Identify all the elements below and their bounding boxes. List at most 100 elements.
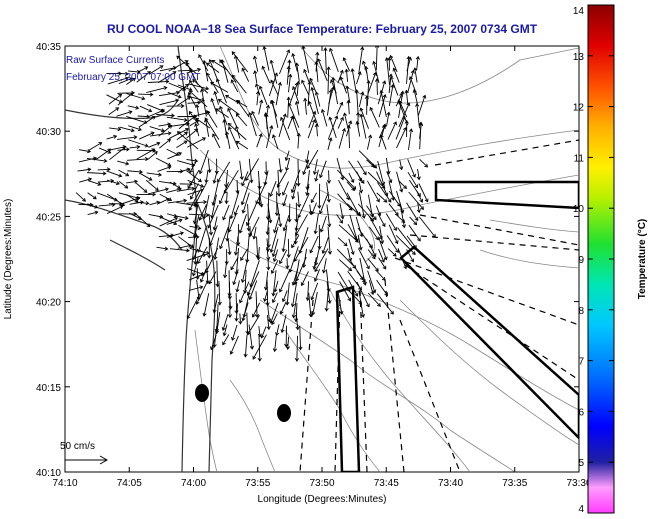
current-vector-head xyxy=(273,288,278,293)
current-vector-head xyxy=(359,107,364,112)
current-vector xyxy=(178,168,190,173)
colorbar-label: Temperature (°C) xyxy=(637,219,648,300)
current-vector-head xyxy=(291,52,296,57)
current-vector xyxy=(301,271,309,286)
current-vector xyxy=(336,157,344,180)
current-vector-head xyxy=(373,164,378,169)
current-vector-head xyxy=(328,116,333,121)
current-vector xyxy=(325,269,330,292)
current-vector xyxy=(366,159,375,168)
current-vector-head xyxy=(222,118,227,123)
current-vector-head xyxy=(199,285,204,290)
current-vector xyxy=(228,213,237,233)
current-vector xyxy=(406,202,419,221)
current-vector-head xyxy=(266,326,271,331)
current-vector xyxy=(270,60,278,84)
current-vector xyxy=(210,334,217,350)
colorbar-tick-label: 12 xyxy=(573,103,585,114)
overlay-time: February 25, 2007 07:00 GMT xyxy=(66,72,201,83)
current-vector-head xyxy=(270,99,275,104)
current-vector-head xyxy=(197,260,201,265)
current-vector-head xyxy=(212,309,217,314)
current-vector-head xyxy=(87,167,92,172)
current-vector-head xyxy=(185,61,190,66)
current-vector xyxy=(203,60,209,82)
current-vector xyxy=(338,128,346,149)
current-vector xyxy=(337,117,344,129)
current-vector-head xyxy=(366,265,370,270)
current-vector-head xyxy=(217,301,222,306)
current-vector xyxy=(357,160,367,175)
current-vector xyxy=(216,78,227,104)
current-vector-head xyxy=(224,200,229,205)
current-vector-head xyxy=(235,288,240,293)
current-vector-head xyxy=(210,81,215,86)
current-vector xyxy=(213,170,218,184)
current-vector xyxy=(166,148,179,156)
current-vector xyxy=(231,79,239,93)
current-vector xyxy=(189,225,201,230)
current-vector-head xyxy=(278,223,283,228)
current-vector-head xyxy=(281,191,286,196)
colorbar-tick-label: 4 xyxy=(578,504,584,515)
current-vector xyxy=(225,192,228,204)
current-vector-head xyxy=(291,195,296,200)
current-vector-head xyxy=(137,127,142,132)
current-vector-head xyxy=(241,182,246,187)
x-tick-label: 74:05 xyxy=(117,478,142,489)
current-vector-head xyxy=(124,184,129,189)
current-vector xyxy=(357,234,362,250)
current-vector xyxy=(117,148,130,151)
current-vector-head xyxy=(238,229,243,234)
current-vector xyxy=(239,313,241,324)
current-vector-head xyxy=(192,78,197,83)
current-vector-head xyxy=(103,158,108,163)
current-vector-head xyxy=(321,250,326,255)
current-vector xyxy=(217,161,231,183)
current-vector xyxy=(277,170,280,196)
current-vector xyxy=(288,74,292,93)
current-vector xyxy=(188,273,205,281)
current-vector-head xyxy=(397,99,402,104)
current-vector-head xyxy=(358,286,362,291)
current-vector-head xyxy=(212,179,217,184)
current-vector xyxy=(340,76,348,94)
current-vector xyxy=(397,227,415,250)
current-vector-head xyxy=(360,179,365,184)
current-vector-head xyxy=(404,89,409,94)
current-vector xyxy=(223,170,239,194)
current-vector xyxy=(159,67,177,72)
current-vector xyxy=(256,236,259,259)
current-vector-head xyxy=(395,249,399,254)
current-vector-head xyxy=(291,115,296,120)
current-vector xyxy=(270,302,279,324)
current-vector-head xyxy=(360,313,366,318)
current-vector-head xyxy=(305,192,310,197)
current-vector xyxy=(296,101,300,116)
current-vector xyxy=(97,168,110,171)
x-tick-label: 74:10 xyxy=(52,478,77,489)
current-vector xyxy=(386,112,390,127)
current-vector xyxy=(241,68,250,82)
current-vector-head xyxy=(266,266,271,271)
current-vector xyxy=(292,86,300,104)
current-vector-head xyxy=(350,251,355,256)
current-vector xyxy=(230,191,240,219)
current-vector-head xyxy=(319,228,324,233)
current-vector xyxy=(339,203,344,219)
current-vector-head xyxy=(139,200,144,205)
current-vector-head xyxy=(295,277,300,282)
current-vector xyxy=(417,169,420,180)
current-vector-head xyxy=(327,250,333,255)
current-vector xyxy=(323,258,327,273)
current-vector xyxy=(281,314,287,333)
current-vector xyxy=(169,248,190,252)
current-vector-head xyxy=(215,108,220,113)
current-vector xyxy=(177,96,191,106)
current-vector-head xyxy=(113,134,118,139)
current-vector xyxy=(389,55,398,73)
current-vector xyxy=(326,182,330,202)
current-vector xyxy=(319,191,329,214)
current-vector xyxy=(210,82,229,93)
